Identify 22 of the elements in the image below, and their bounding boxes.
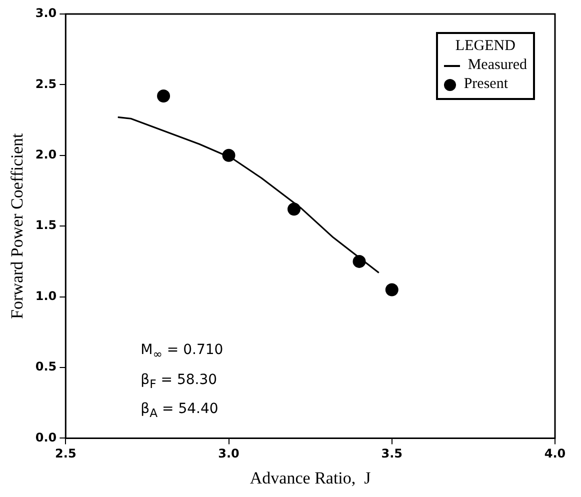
y-axis-title: Forward Power Coefficient (8, 132, 27, 319)
y-tick-label: 2.5 (35, 76, 57, 91)
y-tick-label: 0.5 (35, 360, 57, 374)
y-tick-label: 1.5 (35, 218, 57, 232)
y-tick-label: 1.0 (35, 288, 57, 303)
legend-title: LEGEND (454, 37, 516, 56)
x-tick-label: 3.5 (381, 446, 403, 461)
annotation: β$_{F}$ = 58.30 (140, 370, 218, 392)
legend-label: Measured (468, 56, 527, 75)
legend-label: Present (464, 75, 508, 94)
annotation: M$_{∞}$ = 0.710 (140, 340, 224, 363)
point (288, 202, 301, 216)
x-axis-title: Advance Ratio, J (250, 468, 372, 488)
y-tick-label: 0.0 (35, 430, 57, 444)
annotation: β$_{A}$ = 54.40 (140, 400, 220, 422)
x-tick-label: 4.0 (544, 446, 566, 461)
y-tick-label: 2.0 (35, 148, 57, 162)
y-tick-label: 3.0 (35, 6, 57, 20)
point (385, 283, 398, 296)
point (157, 90, 170, 103)
x-tick-label: 2.5 (55, 446, 76, 461)
x-tick-label: 3.0 (218, 446, 240, 461)
